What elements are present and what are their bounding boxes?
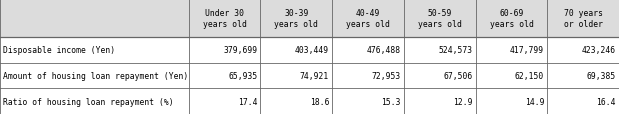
Text: 476,488: 476,488 (366, 46, 401, 55)
Text: 50-59
years old: 50-59 years old (418, 9, 462, 28)
Text: 65,935: 65,935 (228, 71, 258, 80)
Text: Amount of housing loan repayment (Yen): Amount of housing loan repayment (Yen) (3, 71, 188, 80)
Text: 379,699: 379,699 (223, 46, 258, 55)
Text: 17.4: 17.4 (238, 97, 258, 106)
Text: Ratio of housing loan repayment (%): Ratio of housing loan repayment (%) (3, 97, 174, 106)
Text: Under 30
years old: Under 30 years old (202, 9, 246, 28)
Text: 30-39
years old: 30-39 years old (274, 9, 318, 28)
Text: 40-49
years old: 40-49 years old (346, 9, 390, 28)
Bar (0, 38, 619, 63)
Text: 15.3: 15.3 (381, 97, 401, 106)
Text: Disposable income (Yen): Disposable income (Yen) (3, 46, 115, 55)
Text: 74,921: 74,921 (300, 71, 329, 80)
Text: 16.4: 16.4 (596, 97, 616, 106)
Bar (0, 0, 619, 38)
Text: 417,799: 417,799 (510, 46, 544, 55)
Text: 62,150: 62,150 (515, 71, 544, 80)
Text: 69,385: 69,385 (587, 71, 616, 80)
Bar (0, 63, 619, 89)
Text: 524,573: 524,573 (438, 46, 472, 55)
Text: 70 years
or older: 70 years or older (564, 9, 603, 28)
Bar (0, 89, 619, 114)
Text: 423,246: 423,246 (582, 46, 616, 55)
Text: 67,506: 67,506 (443, 71, 472, 80)
Text: 12.9: 12.9 (453, 97, 472, 106)
Text: 403,449: 403,449 (295, 46, 329, 55)
Text: 72,953: 72,953 (371, 71, 401, 80)
Text: 18.6: 18.6 (310, 97, 329, 106)
Text: 14.9: 14.9 (525, 97, 544, 106)
Text: 60-69
years old: 60-69 years old (490, 9, 534, 28)
